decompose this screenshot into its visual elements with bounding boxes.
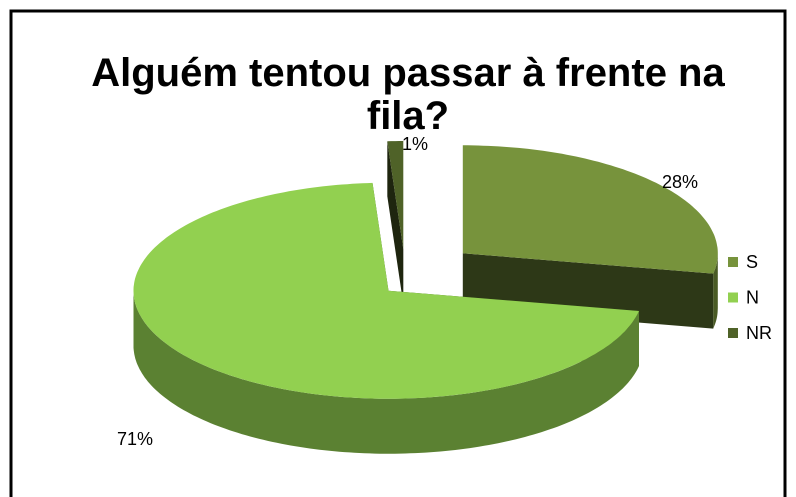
legend-swatch xyxy=(728,292,738,303)
slice xyxy=(133,182,639,399)
chart-border xyxy=(9,9,787,497)
legend-label: N xyxy=(746,287,759,307)
legend-swatch xyxy=(728,257,738,267)
slice xyxy=(462,145,718,274)
legend-swatch xyxy=(728,328,738,338)
data-label: 1% xyxy=(402,134,428,154)
slice xyxy=(387,141,404,249)
slice-side xyxy=(133,290,639,454)
legend-label: S xyxy=(746,252,758,272)
data-label: 28% xyxy=(662,172,698,192)
data-label: 71% xyxy=(117,429,153,449)
legend-label: NR xyxy=(746,323,772,343)
slice-side xyxy=(387,141,404,304)
slice-side xyxy=(713,253,718,329)
chart-title: Alguém tentou passar à frente na fila? xyxy=(91,51,725,138)
